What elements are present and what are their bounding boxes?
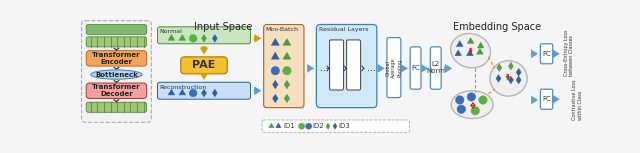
FancyBboxPatch shape	[262, 120, 410, 132]
FancyBboxPatch shape	[157, 82, 250, 99]
Polygon shape	[283, 52, 291, 59]
Polygon shape	[508, 62, 513, 70]
Polygon shape	[212, 35, 218, 42]
FancyBboxPatch shape	[316, 24, 377, 108]
Text: Input Space: Input Space	[194, 22, 253, 32]
Polygon shape	[202, 89, 207, 97]
FancyBboxPatch shape	[180, 57, 227, 74]
Polygon shape	[212, 89, 218, 97]
FancyBboxPatch shape	[540, 44, 553, 64]
Circle shape	[298, 123, 305, 129]
FancyBboxPatch shape	[430, 47, 441, 89]
FancyBboxPatch shape	[540, 89, 553, 109]
FancyBboxPatch shape	[410, 47, 421, 89]
Polygon shape	[273, 80, 278, 89]
Circle shape	[471, 106, 479, 115]
Polygon shape	[202, 35, 207, 42]
Polygon shape	[516, 68, 521, 76]
Text: PAE: PAE	[192, 60, 216, 70]
Text: FC: FC	[542, 51, 551, 57]
Polygon shape	[284, 80, 290, 89]
Text: Cross-Entropy Loss
between Classes: Cross-Entropy Loss between Classes	[564, 29, 575, 76]
Polygon shape	[283, 38, 291, 45]
Circle shape	[456, 96, 464, 104]
Polygon shape	[273, 94, 278, 103]
Text: Embedding Space: Embedding Space	[453, 22, 541, 32]
Circle shape	[283, 67, 291, 75]
FancyBboxPatch shape	[86, 83, 147, 98]
Text: Residual Layers: Residual Layers	[319, 27, 368, 32]
Text: ID2: ID2	[312, 123, 324, 129]
Text: ...: ...	[367, 63, 376, 73]
Text: ID1: ID1	[283, 123, 295, 129]
Polygon shape	[269, 123, 274, 128]
Text: Bottleneck: Bottleneck	[95, 72, 138, 78]
Polygon shape	[168, 35, 175, 40]
Ellipse shape	[451, 34, 490, 68]
FancyBboxPatch shape	[86, 24, 147, 35]
FancyBboxPatch shape	[387, 38, 401, 98]
Circle shape	[457, 105, 465, 114]
FancyBboxPatch shape	[86, 102, 147, 112]
FancyBboxPatch shape	[330, 40, 344, 90]
Polygon shape	[284, 94, 290, 103]
FancyBboxPatch shape	[347, 40, 360, 90]
Text: FC: FC	[412, 65, 420, 71]
Ellipse shape	[451, 91, 493, 118]
Polygon shape	[477, 42, 484, 48]
Polygon shape	[496, 75, 501, 82]
Text: ID3: ID3	[339, 123, 351, 129]
Text: ...: ...	[319, 63, 328, 73]
FancyBboxPatch shape	[86, 37, 147, 47]
Text: Transformer
Encoder: Transformer Encoder	[92, 52, 141, 65]
Text: L2
Norm: L2 Norm	[426, 61, 445, 74]
Ellipse shape	[490, 61, 527, 96]
Circle shape	[467, 93, 476, 101]
Polygon shape	[179, 35, 186, 40]
Circle shape	[305, 123, 312, 129]
Polygon shape	[276, 123, 281, 128]
Circle shape	[189, 35, 197, 42]
FancyBboxPatch shape	[86, 51, 147, 66]
Text: Reconstruction: Reconstruction	[160, 85, 207, 90]
Text: FC: FC	[542, 96, 551, 102]
Polygon shape	[516, 76, 521, 84]
Text: Contrastive Loss
within Class: Contrastive Loss within Class	[572, 80, 583, 120]
Text: Transformer
Decoder: Transformer Decoder	[92, 84, 141, 97]
Polygon shape	[477, 48, 483, 54]
Circle shape	[189, 89, 197, 97]
Polygon shape	[271, 38, 279, 45]
Polygon shape	[179, 89, 186, 95]
Polygon shape	[271, 52, 279, 59]
Ellipse shape	[91, 70, 142, 79]
Text: Global
Average
Pooling: Global Average Pooling	[385, 57, 402, 78]
Polygon shape	[497, 64, 502, 71]
FancyBboxPatch shape	[264, 24, 304, 108]
Circle shape	[271, 67, 280, 75]
Polygon shape	[508, 76, 513, 84]
Polygon shape	[467, 38, 474, 43]
Polygon shape	[456, 41, 463, 47]
Polygon shape	[455, 50, 461, 56]
FancyBboxPatch shape	[81, 21, 151, 122]
Polygon shape	[333, 123, 337, 129]
Text: Normal: Normal	[160, 29, 182, 34]
FancyBboxPatch shape	[157, 27, 250, 44]
Text: Mini-Batch: Mini-Batch	[265, 27, 298, 32]
Polygon shape	[467, 50, 473, 56]
Polygon shape	[326, 123, 330, 129]
Polygon shape	[168, 89, 175, 95]
Circle shape	[479, 96, 487, 104]
